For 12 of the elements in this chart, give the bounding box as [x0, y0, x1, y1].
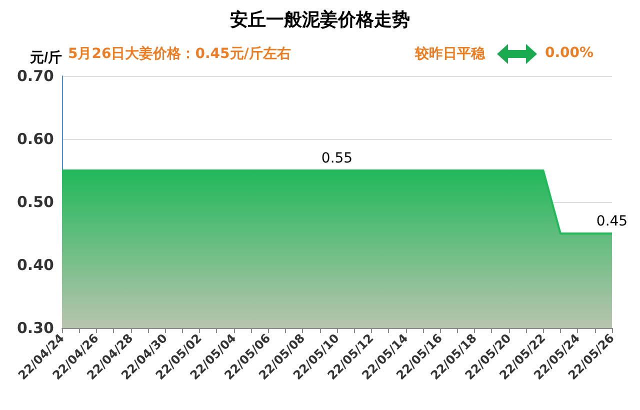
y-tick-label: 0.30: [16, 319, 54, 337]
y-tick-label: 0.70: [16, 67, 54, 85]
chart-title: 安丘一般泥姜价格走势: [230, 8, 410, 30]
y-tick-label: 0.40: [16, 256, 54, 274]
y-tick-label: 0.50: [16, 193, 54, 211]
y-axis-title: 元/斤: [29, 49, 62, 65]
text: 较昨日平稳: [415, 45, 485, 63]
text: 0.00%: [545, 45, 594, 61]
y-tick-label: 0.60: [16, 130, 54, 148]
data-label: 0.55: [321, 150, 353, 166]
data-label: 0.45: [596, 214, 628, 230]
text: 5月26日大姜价格：0.45元/斤左右: [68, 45, 291, 63]
